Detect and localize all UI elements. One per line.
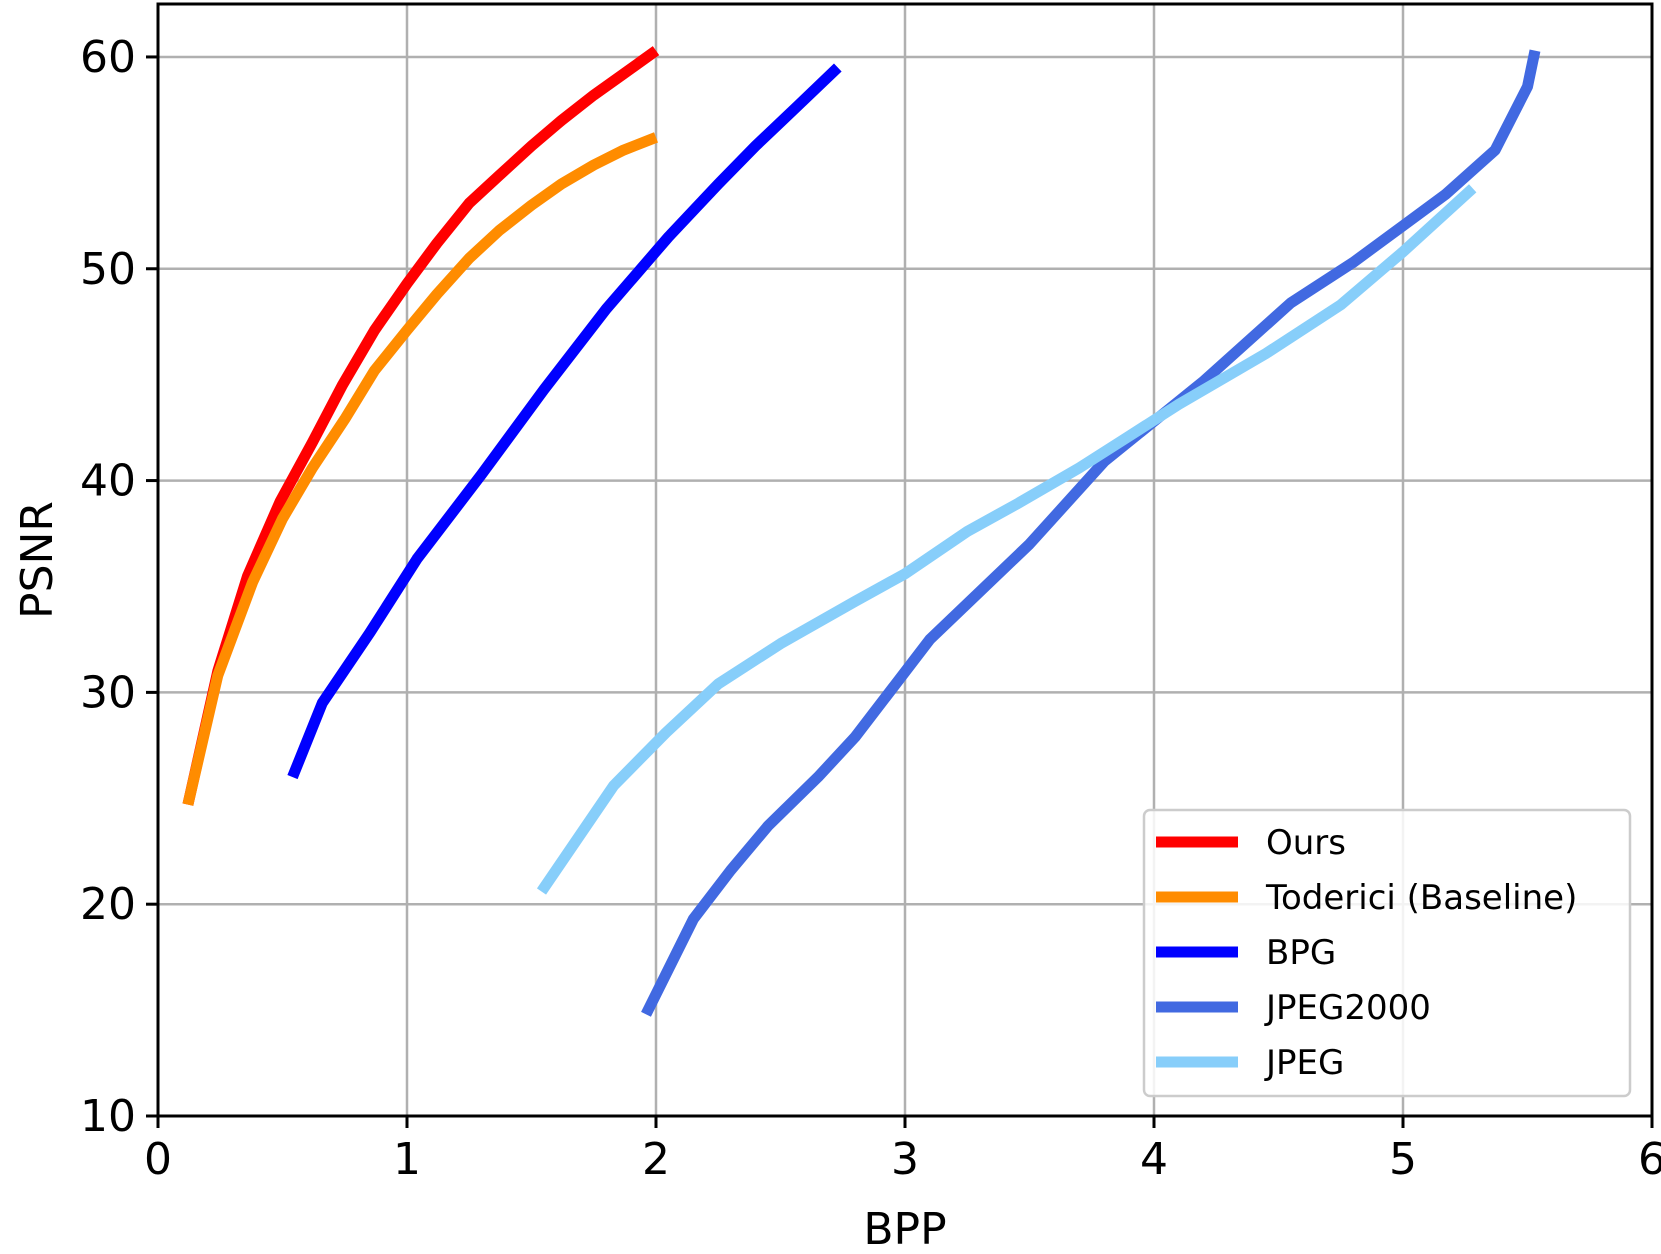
x-tick-label: 6 [1638,1134,1661,1185]
y-tick-label: 60 [80,32,136,83]
x-axis-label: BPP [863,1204,946,1254]
series-line-jpeg [536,184,1477,895]
legend-frame [1142,808,1632,1098]
y-tick-label: 40 [80,456,136,507]
legend-label: Ours [1266,823,1346,863]
x-tick-label: 5 [1389,1134,1417,1185]
y-tick-label: 20 [80,879,136,930]
legend: Ours Toderici (Baseline) BPG JPEG2000 JPEG [1142,808,1632,1098]
legend-label: JPEG [1264,1043,1344,1083]
legend-label: JPEG2000 [1264,988,1431,1028]
axis-ticks: 0 1 2 3 4 5 6 10 20 30 40 50 60 [80,32,1661,1185]
series-line-jpeg2000 [641,49,1541,1017]
legend-label: BPG [1266,933,1336,973]
x-tick-label: 3 [891,1134,919,1185]
series-line-toderici-baseline [182,132,659,806]
series-lines [182,46,1541,1017]
series-line-bpg [287,63,842,780]
series-line-ours [182,46,660,806]
grid [156,4,1654,1118]
y-tick-label: 50 [80,244,136,295]
y-tick-label: 10 [80,1091,136,1142]
x-tick-label: 4 [1140,1134,1168,1185]
legend-label: Toderici (Baseline) [1265,878,1577,918]
x-tick-label: 1 [393,1134,421,1185]
y-tick-label: 30 [80,667,136,718]
x-tick-label: 0 [144,1134,172,1185]
y-axis-label: PSNR [12,501,63,619]
x-tick-label: 2 [642,1134,670,1185]
